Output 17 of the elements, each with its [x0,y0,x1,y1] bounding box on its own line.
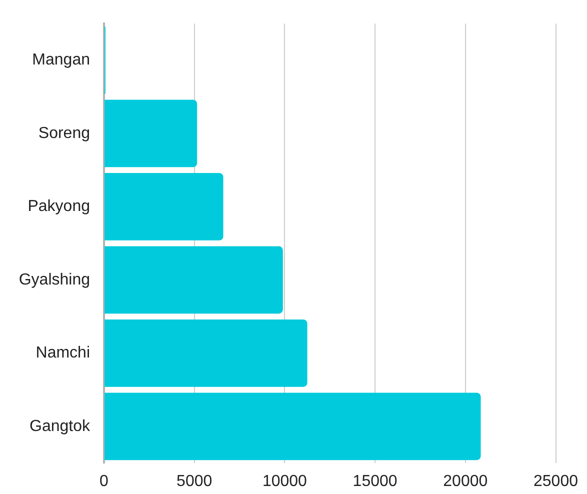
x-tick-label: 10000 [262,473,308,490]
y-tick-label: Gyalshing [18,271,90,288]
x-tick-label: 0 [100,473,109,490]
x-tick-label: 20000 [443,473,488,490]
bar [104,246,283,314]
y-tick-label: Gangtok [30,418,91,435]
y-tick-label: Soreng [38,124,90,142]
bar [104,392,481,460]
bar [104,319,308,387]
y-tick-label: Pakyong [28,198,90,216]
y-tick-label: Namchi [36,344,90,362]
bar [104,172,224,240]
x-tick-label: 15000 [352,473,398,490]
x-tick-label: 5000 [176,473,212,490]
y-tick-label: Mangan [32,52,90,69]
x-tick-label: 25000 [534,473,578,490]
bar [104,100,198,168]
